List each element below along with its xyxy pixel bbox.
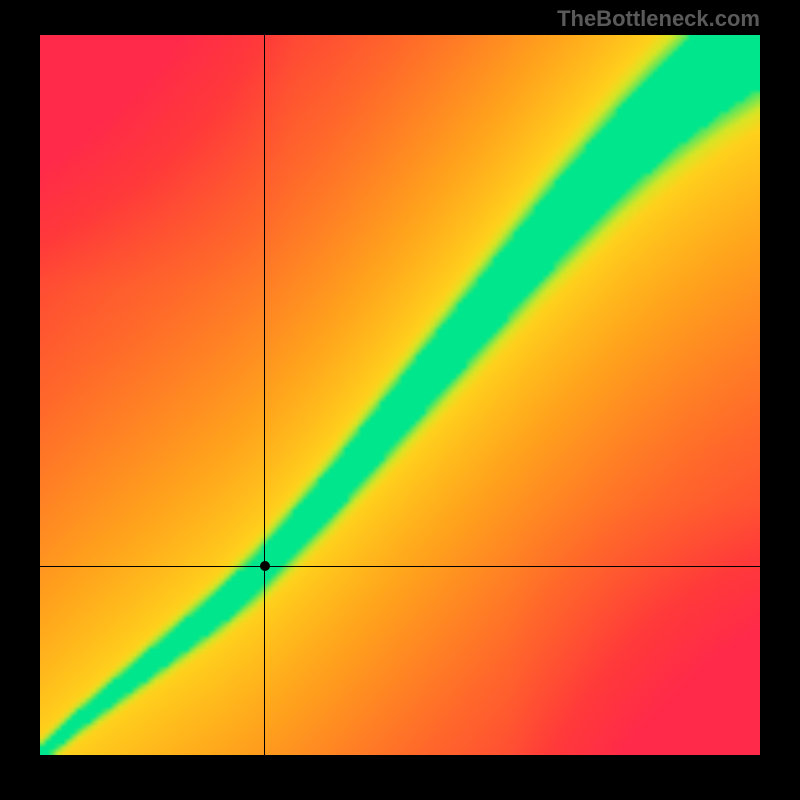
heatmap-plot: [40, 35, 760, 755]
chart-container: TheBottleneck.com: [0, 0, 800, 800]
watermark-text: TheBottleneck.com: [557, 6, 760, 32]
heatmap-canvas: [40, 35, 760, 755]
